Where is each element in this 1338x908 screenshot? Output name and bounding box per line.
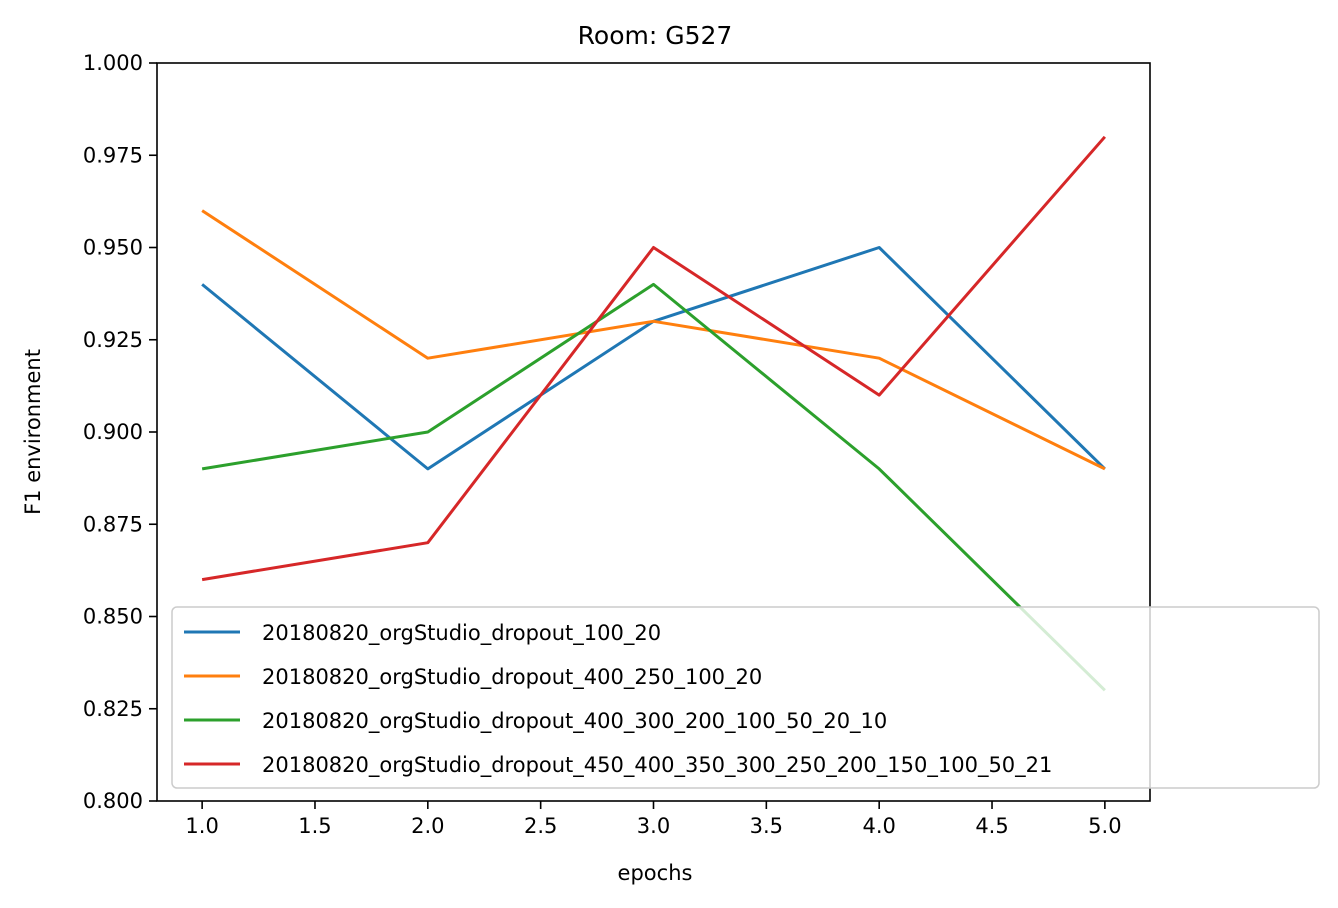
series-line-1 xyxy=(201,246,1106,471)
y-tick-label: 0.800 xyxy=(83,789,143,813)
chart-title: Room: G527 xyxy=(578,21,733,50)
x-tick-label: 3.5 xyxy=(750,814,783,838)
y-tick-label: 0.925 xyxy=(83,328,143,352)
y-tick-label: 0.875 xyxy=(83,512,143,536)
x-tick-label: 5.0 xyxy=(1088,814,1121,838)
series-line-2 xyxy=(201,209,1106,471)
x-tick-label: 4.5 xyxy=(975,814,1008,838)
x-tick-label: 4.0 xyxy=(862,814,895,838)
x-axis-label: epochs xyxy=(618,861,693,885)
x-axis: 1.0 1.5 2.0 2.5 3.0 3.5 4.0 4.5 5.0 xyxy=(185,801,1122,838)
y-tick-label: 0.975 xyxy=(83,143,143,167)
y-tick-label: 0.900 xyxy=(83,420,143,444)
x-tick-label: 3.0 xyxy=(637,814,670,838)
legend-box xyxy=(171,606,1320,789)
legend: 20180820_orgStudio_dropout_100_20 2018082… xyxy=(171,606,1320,789)
x-tick-label: 2.5 xyxy=(524,814,557,838)
x-tick-label: 1.5 xyxy=(298,814,331,838)
y-tick-label: 1.000 xyxy=(83,51,143,75)
legend-entry: 20180820_orgStudio_dropout_450_400_350_3… xyxy=(262,753,1052,778)
y-tick-label: 0.850 xyxy=(83,605,143,629)
y-tick-label: 0.950 xyxy=(83,236,143,260)
series-line-4 xyxy=(201,135,1106,582)
series-line-3 xyxy=(201,282,1106,692)
x-tick-label: 1.0 xyxy=(185,814,218,838)
legend-entry: 20180820_orgStudio_dropout_400_300_200_1… xyxy=(262,709,887,734)
series-lines xyxy=(201,135,1106,692)
x-tick-label: 2.0 xyxy=(411,814,444,838)
plot-frame xyxy=(156,62,1151,802)
legend-entry: 20180820_orgStudio_dropout_400_250_100_2… xyxy=(262,665,762,690)
y-axis: 0.800 0.825 0.850 0.875 0.900 0.925 0.950 0.975… xyxy=(83,51,157,813)
y-tick-label: 0.825 xyxy=(83,697,143,721)
y-axis-label: F1 environment xyxy=(21,349,45,515)
legend-entry: 20180820_orgStudio_dropout_100_20 xyxy=(262,621,661,646)
